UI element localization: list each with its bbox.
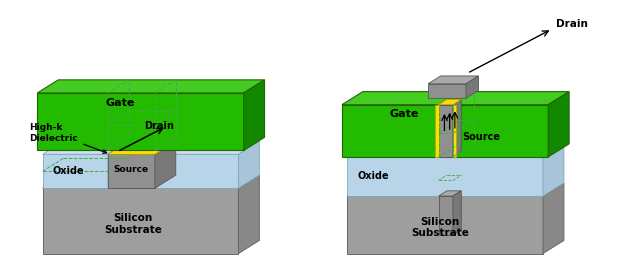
Text: Silicon
Substrate: Silicon Substrate [104,213,162,235]
Polygon shape [37,93,244,150]
Polygon shape [466,76,479,98]
Polygon shape [347,157,543,196]
Polygon shape [238,141,260,188]
Polygon shape [37,80,265,93]
Polygon shape [108,141,176,154]
Polygon shape [548,92,569,157]
Polygon shape [543,183,564,254]
Text: Gate: Gate [389,109,418,119]
Polygon shape [347,144,564,157]
Polygon shape [108,154,155,188]
Text: Drain: Drain [556,19,588,29]
Text: Source: Source [462,132,500,142]
Polygon shape [428,84,466,98]
Polygon shape [438,100,461,105]
Polygon shape [155,141,176,188]
Polygon shape [347,196,543,254]
Polygon shape [543,144,564,196]
Polygon shape [453,191,461,235]
Text: High-k
Dielectric: High-k Dielectric [30,123,106,153]
Polygon shape [43,188,238,254]
Polygon shape [43,141,129,154]
Polygon shape [453,100,461,157]
Polygon shape [347,183,564,196]
Polygon shape [438,100,461,105]
Polygon shape [438,191,461,196]
Polygon shape [438,196,453,235]
Polygon shape [342,92,569,105]
Polygon shape [155,141,260,154]
Polygon shape [43,154,108,188]
Polygon shape [108,141,129,188]
Polygon shape [108,141,176,154]
Text: Oxide: Oxide [357,171,389,181]
Text: Silicon
Substrate: Silicon Substrate [411,217,469,239]
Text: Source: Source [114,165,149,174]
Polygon shape [438,105,453,157]
Text: Gate: Gate [105,98,135,108]
Polygon shape [238,175,260,254]
Polygon shape [428,76,479,84]
Polygon shape [342,105,548,157]
Polygon shape [244,80,265,150]
Polygon shape [43,175,260,188]
Text: Drain: Drain [144,121,175,131]
Text: Oxide: Oxide [53,166,84,176]
Polygon shape [155,154,238,188]
Polygon shape [453,105,456,157]
Polygon shape [435,105,438,157]
